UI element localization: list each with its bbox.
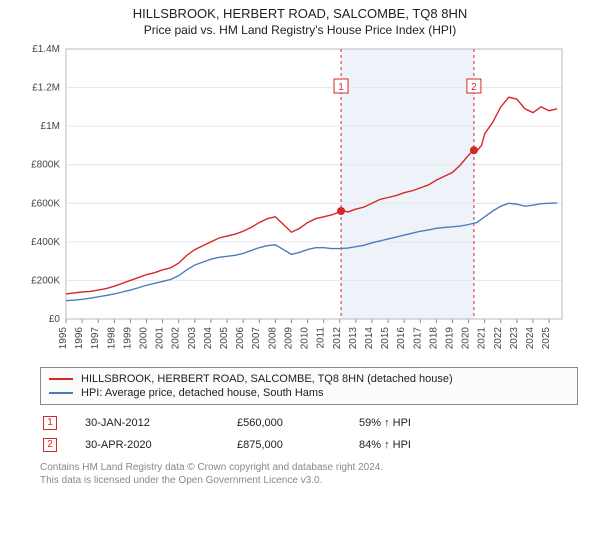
svg-text:2025: 2025 bbox=[541, 327, 552, 350]
legend-item-series-1: HILLSBROOK, HERBERT ROAD, SALCOMBE, TQ8 … bbox=[49, 372, 569, 386]
svg-text:2016: 2016 bbox=[396, 327, 407, 350]
svg-text:£1M: £1M bbox=[41, 121, 60, 132]
svg-text:2001: 2001 bbox=[155, 327, 166, 350]
svg-text:1999: 1999 bbox=[122, 327, 133, 350]
svg-text:£0: £0 bbox=[49, 314, 61, 325]
svg-text:2014: 2014 bbox=[364, 327, 375, 350]
legend-label: HILLSBROOK, HERBERT ROAD, SALCOMBE, TQ8 … bbox=[81, 373, 453, 385]
svg-text:2007: 2007 bbox=[251, 327, 262, 350]
svg-text:2008: 2008 bbox=[267, 327, 278, 350]
chart-title: HILLSBROOK, HERBERT ROAD, SALCOMBE, TQ8 … bbox=[0, 6, 600, 21]
marker-row: 130-JAN-2012£560,00059% ↑ HPI bbox=[42, 413, 412, 433]
svg-text:2006: 2006 bbox=[235, 327, 246, 350]
svg-text:1998: 1998 bbox=[106, 327, 117, 350]
svg-text:2022: 2022 bbox=[493, 327, 504, 350]
legend-swatch bbox=[49, 392, 73, 394]
svg-text:2010: 2010 bbox=[300, 327, 311, 350]
svg-text:2018: 2018 bbox=[428, 327, 439, 350]
legend-label: HPI: Average price, detached house, Sout… bbox=[81, 387, 324, 399]
svg-text:2011: 2011 bbox=[316, 327, 327, 349]
disclaimer: Contains HM Land Registry data © Crown c… bbox=[40, 461, 578, 487]
svg-text:£600K: £600K bbox=[31, 198, 60, 209]
svg-text:1997: 1997 bbox=[90, 327, 101, 350]
svg-text:2017: 2017 bbox=[412, 327, 423, 350]
svg-text:1: 1 bbox=[338, 82, 344, 93]
price-chart: £0 £200K £400K £600K £800K £1M £1.2M £1.4M 1995 1… bbox=[20, 43, 580, 363]
svg-text:2021: 2021 bbox=[477, 327, 488, 350]
svg-text:2024: 2024 bbox=[525, 327, 536, 350]
legend-swatch bbox=[49, 378, 73, 380]
chart-subtitle: Price paid vs. HM Land Registry's House … bbox=[0, 23, 600, 37]
svg-text:£1.4M: £1.4M bbox=[32, 44, 60, 55]
svg-text:£800K: £800K bbox=[31, 160, 60, 171]
svg-text:2019: 2019 bbox=[444, 327, 455, 350]
svg-text:1996: 1996 bbox=[74, 327, 85, 350]
svg-text:£1.2M: £1.2M bbox=[32, 83, 60, 94]
svg-text:£200K: £200K bbox=[31, 275, 60, 286]
svg-text:2009: 2009 bbox=[283, 327, 294, 350]
svg-text:£400K: £400K bbox=[31, 237, 60, 248]
svg-text:2023: 2023 bbox=[509, 327, 520, 350]
svg-text:2004: 2004 bbox=[203, 327, 214, 350]
svg-text:2020: 2020 bbox=[461, 327, 472, 350]
svg-text:2012: 2012 bbox=[332, 327, 343, 350]
svg-text:2013: 2013 bbox=[348, 327, 359, 350]
svg-text:1995: 1995 bbox=[58, 327, 69, 350]
svg-text:2002: 2002 bbox=[171, 327, 182, 350]
svg-text:2003: 2003 bbox=[187, 327, 198, 350]
svg-text:2015: 2015 bbox=[380, 327, 391, 350]
svg-text:2: 2 bbox=[471, 82, 477, 93]
svg-text:2000: 2000 bbox=[139, 327, 150, 350]
marker-row: 230-APR-2020£875,00084% ↑ HPI bbox=[42, 435, 412, 455]
legend-item-series-2: HPI: Average price, detached house, Sout… bbox=[49, 386, 569, 400]
svg-text:2005: 2005 bbox=[219, 327, 230, 350]
legend: HILLSBROOK, HERBERT ROAD, SALCOMBE, TQ8 … bbox=[40, 367, 578, 405]
marker-table: 130-JAN-2012£560,00059% ↑ HPI230-APR-202… bbox=[40, 411, 414, 457]
